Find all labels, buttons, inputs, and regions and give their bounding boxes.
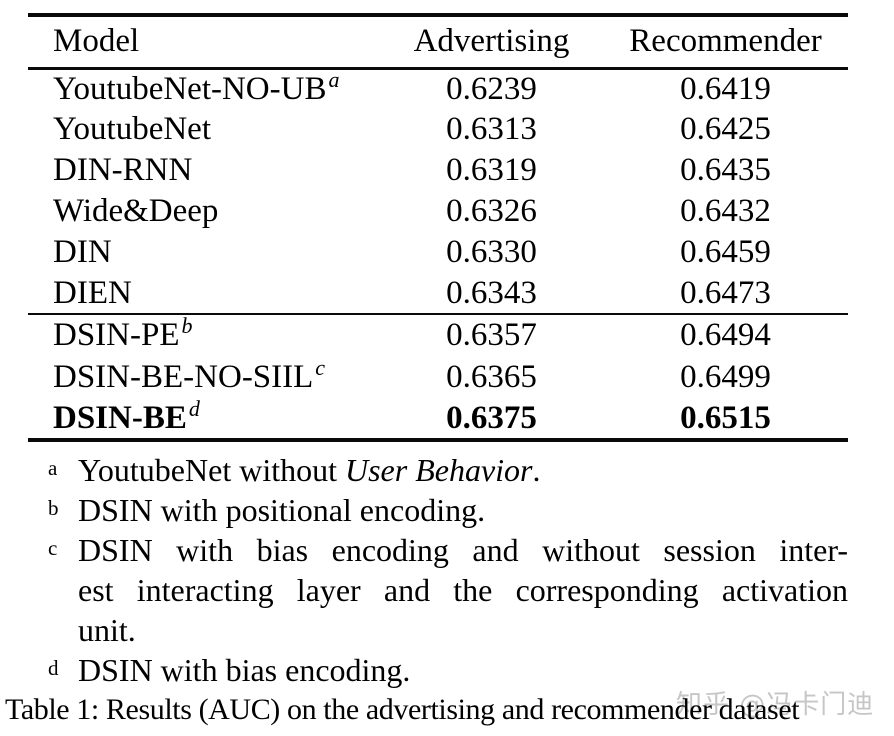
table-row: DSIN-PEb 0.6357 0.6494 [28, 314, 848, 356]
footnotes: a YoutubeNet without User Behavior. b DSIN … [48, 450, 848, 690]
model-cell: DIN [28, 232, 380, 273]
advertising-auc-cell: 0.6326 [446, 193, 537, 229]
recommender-auc-cell: 0.6459 [680, 234, 771, 270]
model-name: YoutubeNet [53, 111, 211, 147]
table-header: Model Advertising Recommender [28, 15, 848, 68]
table-row: Wide&Deep 0.6326 0.6432 [28, 191, 848, 232]
footnote-ref: b [181, 313, 193, 338]
footnote-ref: a [328, 66, 340, 92]
model-name: YoutubeNet-NO-UB [53, 70, 327, 107]
footnote-line: YoutubeNet without User Behavior. [78, 450, 848, 490]
advertising-auc-cell: 0.6357 [446, 317, 537, 353]
footnote-text: DSIN with positional encoding. [78, 490, 848, 530]
text: DSIN with bias encoding. [78, 652, 411, 688]
model-cell: YoutubeNet-NO-UBa [28, 68, 380, 109]
model-cell: DIEN [28, 273, 380, 314]
model-name: DIN-RNN [53, 152, 193, 188]
text: unit. [78, 612, 136, 648]
advertising-auc-cell: 0.6375 [446, 399, 537, 436]
footnote-line: DSIN with bias encoding. [78, 650, 848, 690]
footnote-marker: d [48, 656, 59, 680]
model-cell: YoutubeNet [28, 109, 380, 150]
italic-text: User Behavior [344, 452, 533, 488]
table-row: DIN-RNN 0.6319 0.6435 [28, 150, 848, 191]
recommender-auc-cell: 0.6425 [680, 111, 771, 147]
model-cell: DSIN-PEb [28, 314, 380, 356]
table-row: DIEN 0.6343 0.6473 [28, 273, 848, 314]
advertising-auc-cell: 0.6343 [446, 274, 537, 311]
footnote-marker: b [48, 496, 59, 520]
recommender-auc-cell: 0.6419 [680, 70, 771, 107]
model-name: DSIN-BE [53, 399, 187, 436]
table-row: YoutubeNet-NO-UBa 0.6239 0.6419 [28, 68, 848, 109]
advertising-auc-cell: 0.6365 [446, 358, 537, 395]
table-row: YoutubeNet 0.6313 0.6425 [28, 109, 848, 150]
footnote-line: DSIN with positional encoding. [78, 490, 848, 530]
table-row: DSIN-BEd 0.6375 0.6515 [28, 395, 848, 440]
model-cell: DIN-RNN [28, 150, 380, 191]
footnote-d: d DSIN with bias encoding. [48, 650, 848, 690]
footnote-c: c DSIN with bias encoding and without ses… [48, 530, 848, 650]
footnote-text: YoutubeNet without User Behavior. [78, 450, 848, 490]
model-cell: DSIN-BE-NO-SIILc [28, 356, 380, 398]
model-name: Wide&Deep [53, 193, 219, 229]
recommender-auc-cell: 0.6432 [680, 193, 771, 229]
advertising-auc-cell: 0.6330 [446, 234, 537, 270]
column-header-recommender: Recommender [629, 23, 822, 60]
footnote-text: DSIN with bias encoding. [78, 650, 848, 690]
footnote-text: DSIN with bias encoding and without sess… [78, 530, 848, 650]
footnote-b: b DSIN with positional encoding. [48, 490, 848, 530]
recommender-auc-cell: 0.6473 [680, 274, 771, 311]
footnote-line: est interacting layer and the correspond… [78, 570, 848, 610]
model-cell: DSIN-BEd [28, 395, 380, 440]
table-body-group-baselines: YoutubeNet-NO-UBa 0.6239 0.6419 YoutubeNet 0… [28, 68, 848, 314]
column-header-model: Model [53, 23, 140, 60]
header-row: Model Advertising Recommender [28, 15, 848, 68]
recommender-auc-cell: 0.6515 [680, 399, 771, 436]
results-table: Model Advertising Recommender YoutubeNet… [28, 13, 848, 442]
table-caption: Table 1: Results (AUC) on the advertisin… [5, 693, 800, 726]
advertising-auc-cell: 0.6239 [446, 70, 537, 107]
text: DSIN with bias encoding and without sess… [78, 532, 848, 568]
model-name: DSIN-PE [53, 317, 180, 353]
recommender-auc-cell: 0.6499 [680, 358, 771, 395]
footnote-line: DSIN with bias encoding and without sess… [78, 530, 848, 570]
column-header-advertising: Advertising [413, 23, 570, 60]
model-name: DSIN-BE-NO-SIIL [53, 358, 314, 395]
advertising-auc-cell: 0.6313 [446, 111, 537, 147]
footnote-line: unit. [78, 610, 848, 650]
text: est interacting layer and the correspond… [78, 572, 848, 608]
footnote-ref: c [315, 354, 326, 380]
text: YoutubeNet without [78, 452, 345, 488]
footnote-marker: a [48, 456, 58, 480]
recommender-auc-cell: 0.6494 [680, 317, 771, 353]
model-cell: Wide&Deep [28, 191, 380, 232]
watermark: 知乎 @冯卡门迪 [676, 690, 875, 720]
footnote-ref: d [188, 395, 200, 421]
table-row: DIN 0.6330 0.6459 [28, 232, 848, 273]
footnote-marker: c [48, 536, 58, 560]
recommender-auc-cell: 0.6435 [680, 152, 771, 188]
text: DSIN with positional encoding. [78, 492, 486, 528]
table-row: DSIN-BE-NO-SIILc 0.6365 0.6499 [28, 356, 848, 398]
text: . [532, 452, 541, 488]
advertising-auc-cell: 0.6319 [446, 152, 537, 188]
model-name: DIEN [53, 274, 132, 311]
model-name: DIN [53, 234, 112, 270]
table-body-group-dsin: DSIN-PEb 0.6357 0.6494 DSIN-BE-NO-SIILc 0.63… [28, 314, 848, 440]
footnote-a: a YoutubeNet without User Behavior. [48, 450, 848, 490]
paper-table-figure: Model Advertising Recommender YoutubeNet… [0, 13, 894, 736]
